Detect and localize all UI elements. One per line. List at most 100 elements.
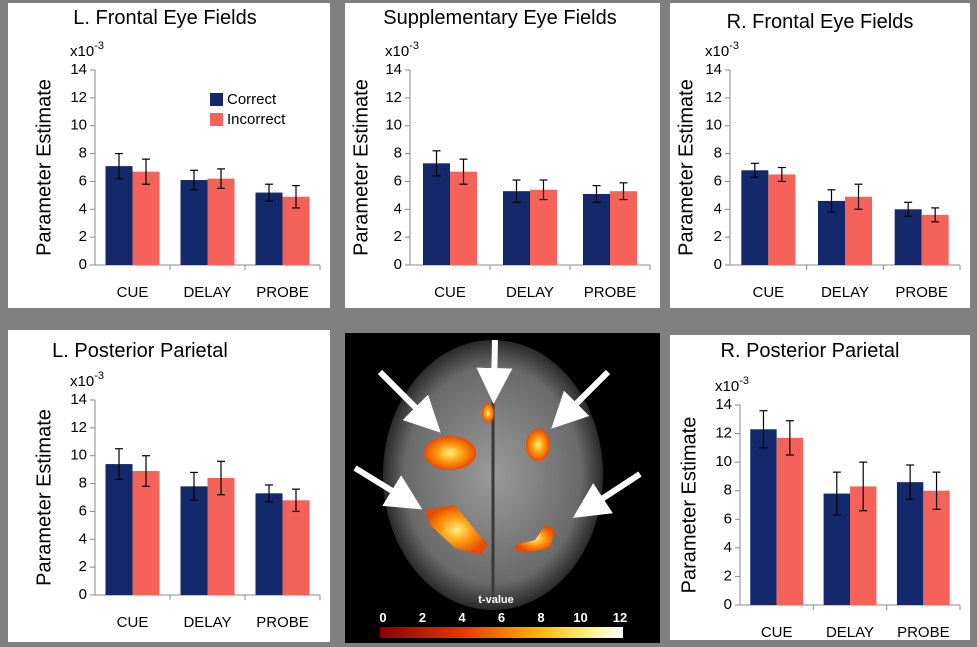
bar [283,500,310,595]
colorbar-tick-label: 0 [379,610,386,625]
bar [106,464,133,595]
bar [768,174,795,265]
colorbar-label: t-value [478,594,513,606]
y-tick-label: 14 [70,391,87,408]
bar [895,209,922,265]
y-tick-label: 2 [394,228,402,245]
x-tick-label: PROBE [256,284,309,301]
y-tick-label: 12 [70,89,87,106]
y-tick-label: 10 [715,453,732,470]
x-tick-label: CUE [117,284,149,301]
y-tick-label: 8 [79,475,87,492]
y-tick-label: 4 [394,200,402,217]
colorbar-tick-label: 8 [537,610,544,625]
bar [256,193,283,265]
bar [583,194,610,265]
x-tick-label: CUE [434,284,466,301]
bar [181,180,208,265]
y-axis-label: Parameter Estimate [675,79,697,256]
bar [750,429,776,605]
y-tick-label: 6 [394,172,402,189]
x-tick-label: DELAY [183,284,231,301]
x-tick-label: DELAY [506,284,554,301]
y-tick-label: 0 [394,256,402,273]
y-tick-label: 0 [714,256,722,273]
bar [610,191,637,265]
y-axis-label: Parameter Estimate [678,417,700,594]
y-tick-label: 4 [79,200,87,217]
x-tick-label: DELAY [826,624,874,641]
y-tick-label: 14 [70,61,87,78]
multiplier-base: x10 [70,373,94,390]
legend-swatch [210,113,223,126]
bar [897,482,923,605]
y-tick-label: 8 [724,482,732,499]
y-tick-label: 6 [79,502,87,519]
y-axis-label: Parameter Estimate [350,79,372,256]
y-tick-label: 12 [715,425,732,442]
y-tick-label: 4 [714,200,722,217]
chart-title: L. Frontal Eye Fields [73,7,256,29]
bar [423,163,450,265]
y-tick-label: 8 [79,145,87,162]
multiplier-base: x10 [705,43,729,60]
legend-label: Correct [227,91,277,108]
colorbar-tick-label: 2 [419,610,426,625]
chart-title: Supplementary Eye Fields [383,7,616,29]
multiplier-exponent: -3 [94,40,104,52]
multiplier-base: x10 [385,43,409,60]
y-tick-label: 2 [714,228,722,245]
y-tick-label: 0 [724,596,732,613]
chart-title: R. Frontal Eye Fields [727,11,914,33]
bar [450,172,477,265]
y-tick-label: 10 [705,117,722,134]
y-tick-label: 12 [70,419,87,436]
multiplier-base: x10 [70,43,94,60]
multiplier-exponent: -3 [729,40,739,52]
legend-swatch [210,93,223,106]
x-tick-label: PROBE [897,624,950,641]
y-tick-label: 12 [385,89,402,106]
bar [256,493,283,595]
y-tick-label: 2 [724,567,732,584]
y-tick-label: 2 [79,228,87,245]
multiplier-exponent: -3 [94,370,104,382]
bar [106,166,133,265]
y-tick-label: 6 [79,172,87,189]
bar [133,172,160,265]
x-tick-label: PROBE [895,284,948,301]
y-tick-label: 6 [724,510,732,527]
bar [741,170,768,265]
bar [208,478,235,595]
multiplier-base: x10 [715,378,739,395]
multiplier-exponent: -3 [739,375,749,387]
y-tick-label: 6 [714,172,722,189]
y-tick-label: 10 [70,447,87,464]
y-tick-label: 2 [79,558,87,575]
multiplier-exponent: -3 [409,40,419,52]
colorbar-tick-label: 4 [458,610,466,625]
colorbar-tick-label: 12 [613,610,627,625]
y-tick-label: 10 [385,117,402,134]
bar [777,438,803,605]
bar [181,486,208,595]
y-tick-label: 4 [79,530,87,547]
y-tick-label: 8 [714,145,722,162]
bar [133,471,160,595]
x-tick-label: PROBE [256,614,309,631]
y-tick-label: 10 [70,117,87,134]
x-tick-label: CUE [117,614,149,631]
y-tick-label: 14 [705,61,722,78]
chart-title: R. Posterior Parietal [721,340,900,362]
x-tick-label: DELAY [183,614,231,631]
y-tick-label: 14 [715,396,732,413]
y-axis-label: Parameter Estimate [33,409,55,586]
bar [530,190,557,265]
y-axis-label: Parameter Estimate [33,79,55,256]
colorbar-tick-label: 10 [573,610,587,625]
x-tick-label: DELAY [821,284,869,301]
legend-label: Incorrect [227,111,286,128]
y-tick-label: 4 [724,539,732,556]
figure: L. Frontal Eye Fieldsx10-3Parameter Esti… [0,0,977,647]
x-tick-label: PROBE [584,284,637,301]
